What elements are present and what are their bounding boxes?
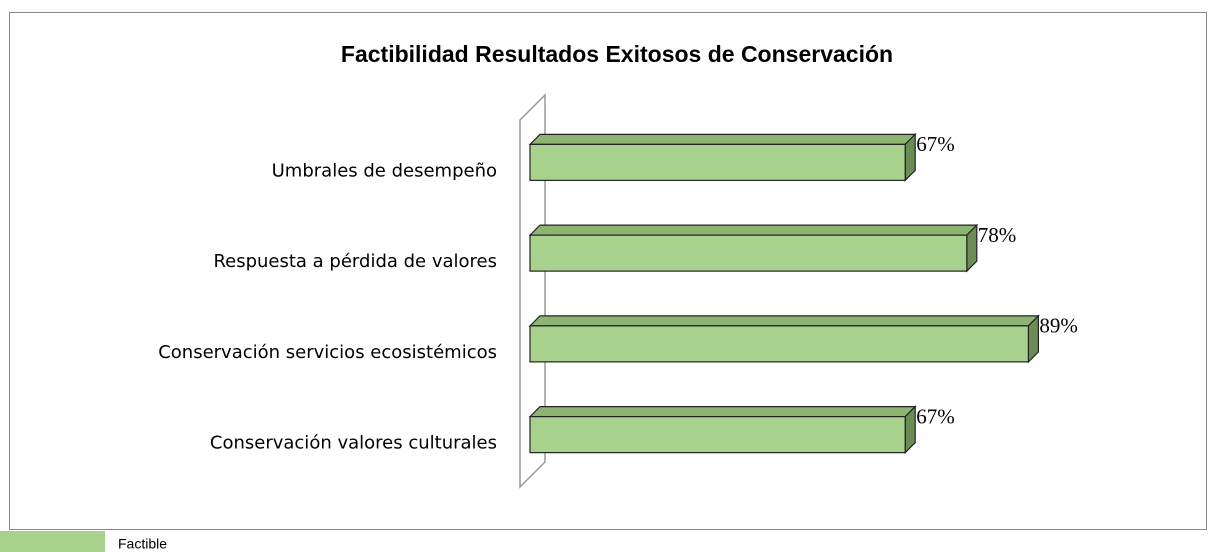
category-label: Umbrales de desempeño — [272, 160, 497, 181]
bar — [529, 143, 906, 181]
bar — [529, 416, 906, 454]
chart-title: Factibilidad Resultados Exitosos de Cons… — [341, 41, 893, 67]
legend-swatch — [0, 531, 105, 552]
bar-top — [528, 133, 917, 145]
category-label: Respuesta a pérdida de valores — [213, 251, 497, 272]
bar-top — [528, 224, 979, 236]
bar-top — [528, 315, 1040, 327]
value-label: 67% — [916, 404, 955, 428]
value-label: 67% — [916, 132, 955, 156]
legend-label: Factible — [118, 536, 167, 552]
legend: Factible — [0, 531, 167, 552]
value-label: 89% — [1039, 314, 1078, 338]
axis-wall — [519, 93, 546, 489]
bar — [529, 325, 1029, 363]
bar-top — [528, 406, 917, 418]
value-label: 78% — [978, 223, 1017, 247]
category-label: Conservación valores culturales — [210, 433, 497, 454]
plot: Umbrales de desempeño 67% Respuesta a pérd… — [158, 132, 1078, 455]
bar — [529, 234, 968, 272]
category-label: Conservación servicios ecosistémicos — [158, 342, 497, 363]
